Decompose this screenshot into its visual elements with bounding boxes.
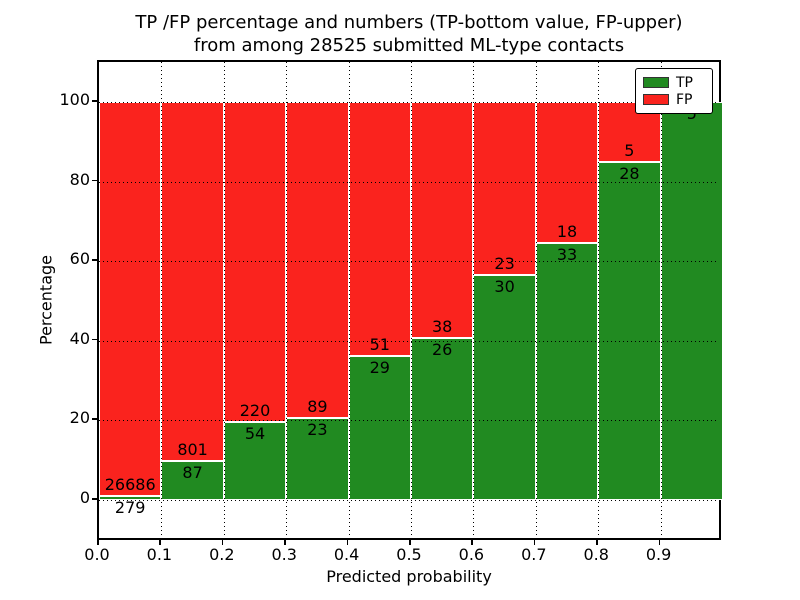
x-tick-mark bbox=[346, 540, 349, 545]
bar-segment-tp bbox=[348, 355, 411, 500]
x-tick-mark bbox=[159, 540, 161, 545]
fp-count-label: 5 bbox=[624, 141, 635, 161]
gridline-vertical bbox=[473, 62, 475, 538]
bar-segment-fp bbox=[411, 102, 474, 339]
y-tick-mark bbox=[92, 100, 97, 102]
y-tick-label: 60 bbox=[69, 249, 90, 269]
x-tick-label: 0.8 bbox=[583, 545, 609, 564]
gridline-horizontal bbox=[99, 261, 719, 263]
y-tick-mark bbox=[92, 418, 97, 420]
x-tick-mark bbox=[596, 540, 598, 545]
tp-count-label: 54 bbox=[244, 423, 266, 443]
bar-segment-fp bbox=[473, 102, 536, 275]
x-tick-mark bbox=[97, 540, 99, 545]
tp-count-label: 30 bbox=[494, 276, 515, 296]
gridline-vertical bbox=[660, 62, 662, 538]
bar-segment-tp bbox=[223, 421, 287, 500]
tp-count-label: 87 bbox=[182, 463, 203, 482]
bar-segment-tp bbox=[411, 338, 474, 500]
legend: TP FP bbox=[635, 68, 713, 114]
y-tick-label: 20 bbox=[69, 408, 90, 428]
x-tick-label: 0.3 bbox=[271, 545, 297, 564]
fp-count-label: 220 bbox=[239, 400, 271, 420]
x-tick-mark bbox=[284, 540, 286, 545]
gridline-vertical bbox=[535, 62, 537, 538]
x-tick-mark bbox=[658, 540, 661, 545]
fp-count-label: 23 bbox=[494, 253, 515, 273]
legend-swatch-tp bbox=[643, 77, 669, 88]
x-axis-label: Predicted probability bbox=[326, 567, 492, 586]
bar-segment-tp bbox=[286, 418, 349, 500]
chart-title-line2: from among 28525 submitted ML-type conta… bbox=[193, 35, 625, 56]
x-tick-mark bbox=[533, 540, 536, 545]
tp-count-label: 28 bbox=[619, 164, 640, 184]
y-tick-mark bbox=[92, 259, 97, 261]
y-tick-label: 100 bbox=[59, 90, 90, 109]
fp-count-label: 38 bbox=[432, 317, 453, 337]
fp-count-label: 89 bbox=[307, 397, 328, 417]
x-tick-label: 0.4 bbox=[333, 545, 360, 564]
gridline-vertical bbox=[286, 62, 288, 538]
y-axis-label: Percentage bbox=[36, 254, 56, 346]
tp-count-label: 33 bbox=[556, 244, 578, 264]
y-tick-label: 40 bbox=[69, 328, 90, 348]
tp-count-label: 279 bbox=[114, 497, 146, 517]
gridline-horizontal bbox=[99, 500, 719, 501]
gridline-horizontal bbox=[99, 102, 719, 103]
plot-area: 26686 279 801 87 220 54 89 23 51 29 38 26 23 30 18 33 5 2… bbox=[97, 60, 723, 540]
gridline-vertical bbox=[223, 62, 225, 538]
x-tick-label: 0.9 bbox=[645, 545, 672, 564]
chart-title-line1: TP /FP percentage and numbers (TP-bottom… bbox=[135, 12, 683, 33]
legend-entry-tp: TP bbox=[643, 74, 705, 91]
x-tick-label: 0.1 bbox=[146, 545, 173, 564]
fp-count-label: 51 bbox=[369, 334, 390, 354]
gridline-vertical bbox=[411, 62, 412, 538]
fp-count-label: 26686 bbox=[104, 474, 156, 494]
x-tick-label: 0.0 bbox=[84, 545, 110, 564]
y-tick-mark bbox=[92, 179, 97, 182]
bar-segment-tp bbox=[99, 495, 162, 500]
x-tick-label: 0.6 bbox=[458, 545, 485, 564]
x-tick-mark bbox=[221, 540, 224, 545]
legend-label-fp: FP bbox=[676, 91, 693, 108]
y-tick-mark bbox=[92, 338, 97, 341]
y-tick-label: 80 bbox=[69, 169, 90, 189]
bar-segment-fp bbox=[286, 102, 349, 419]
gridline-horizontal bbox=[99, 420, 719, 422]
bar-segment-tp bbox=[598, 162, 661, 500]
x-tick-label: 0.2 bbox=[209, 545, 235, 564]
x-tick-mark bbox=[471, 540, 473, 545]
bar-segment-fp bbox=[99, 102, 162, 496]
gridline-vertical bbox=[348, 62, 350, 538]
legend-entry-fp: FP bbox=[643, 91, 705, 108]
bar-segment-tp bbox=[473, 274, 536, 500]
bar-segment-fp bbox=[161, 102, 224, 461]
y-tick-mark bbox=[92, 498, 97, 500]
x-tick-label: 0.7 bbox=[521, 545, 547, 564]
bar-segment-tp bbox=[535, 242, 599, 500]
gridline-horizontal bbox=[99, 340, 719, 342]
gridline-vertical bbox=[161, 62, 163, 538]
y-tick-label: 0 bbox=[79, 488, 90, 507]
gridline-horizontal bbox=[99, 181, 719, 183]
tp-count-label: 26 bbox=[432, 340, 453, 360]
legend-label-tp: TP bbox=[676, 74, 693, 91]
gridline-vertical bbox=[598, 62, 600, 538]
tp-count-label: 23 bbox=[307, 420, 328, 440]
legend-swatch-fp bbox=[643, 94, 669, 105]
x-tick-mark bbox=[409, 540, 411, 545]
chart-title: TP /FP percentage and numbers (TP-bottom… bbox=[97, 11, 721, 57]
bar-segment-fp bbox=[535, 102, 599, 243]
bar-segment-tp bbox=[660, 102, 723, 500]
fp-count-label: 801 bbox=[177, 440, 208, 459]
tp-count-label: 29 bbox=[369, 357, 390, 377]
x-tick-label: 0.5 bbox=[396, 545, 422, 564]
fp-count-label: 18 bbox=[556, 221, 578, 241]
bar-segment-fp bbox=[348, 102, 411, 356]
